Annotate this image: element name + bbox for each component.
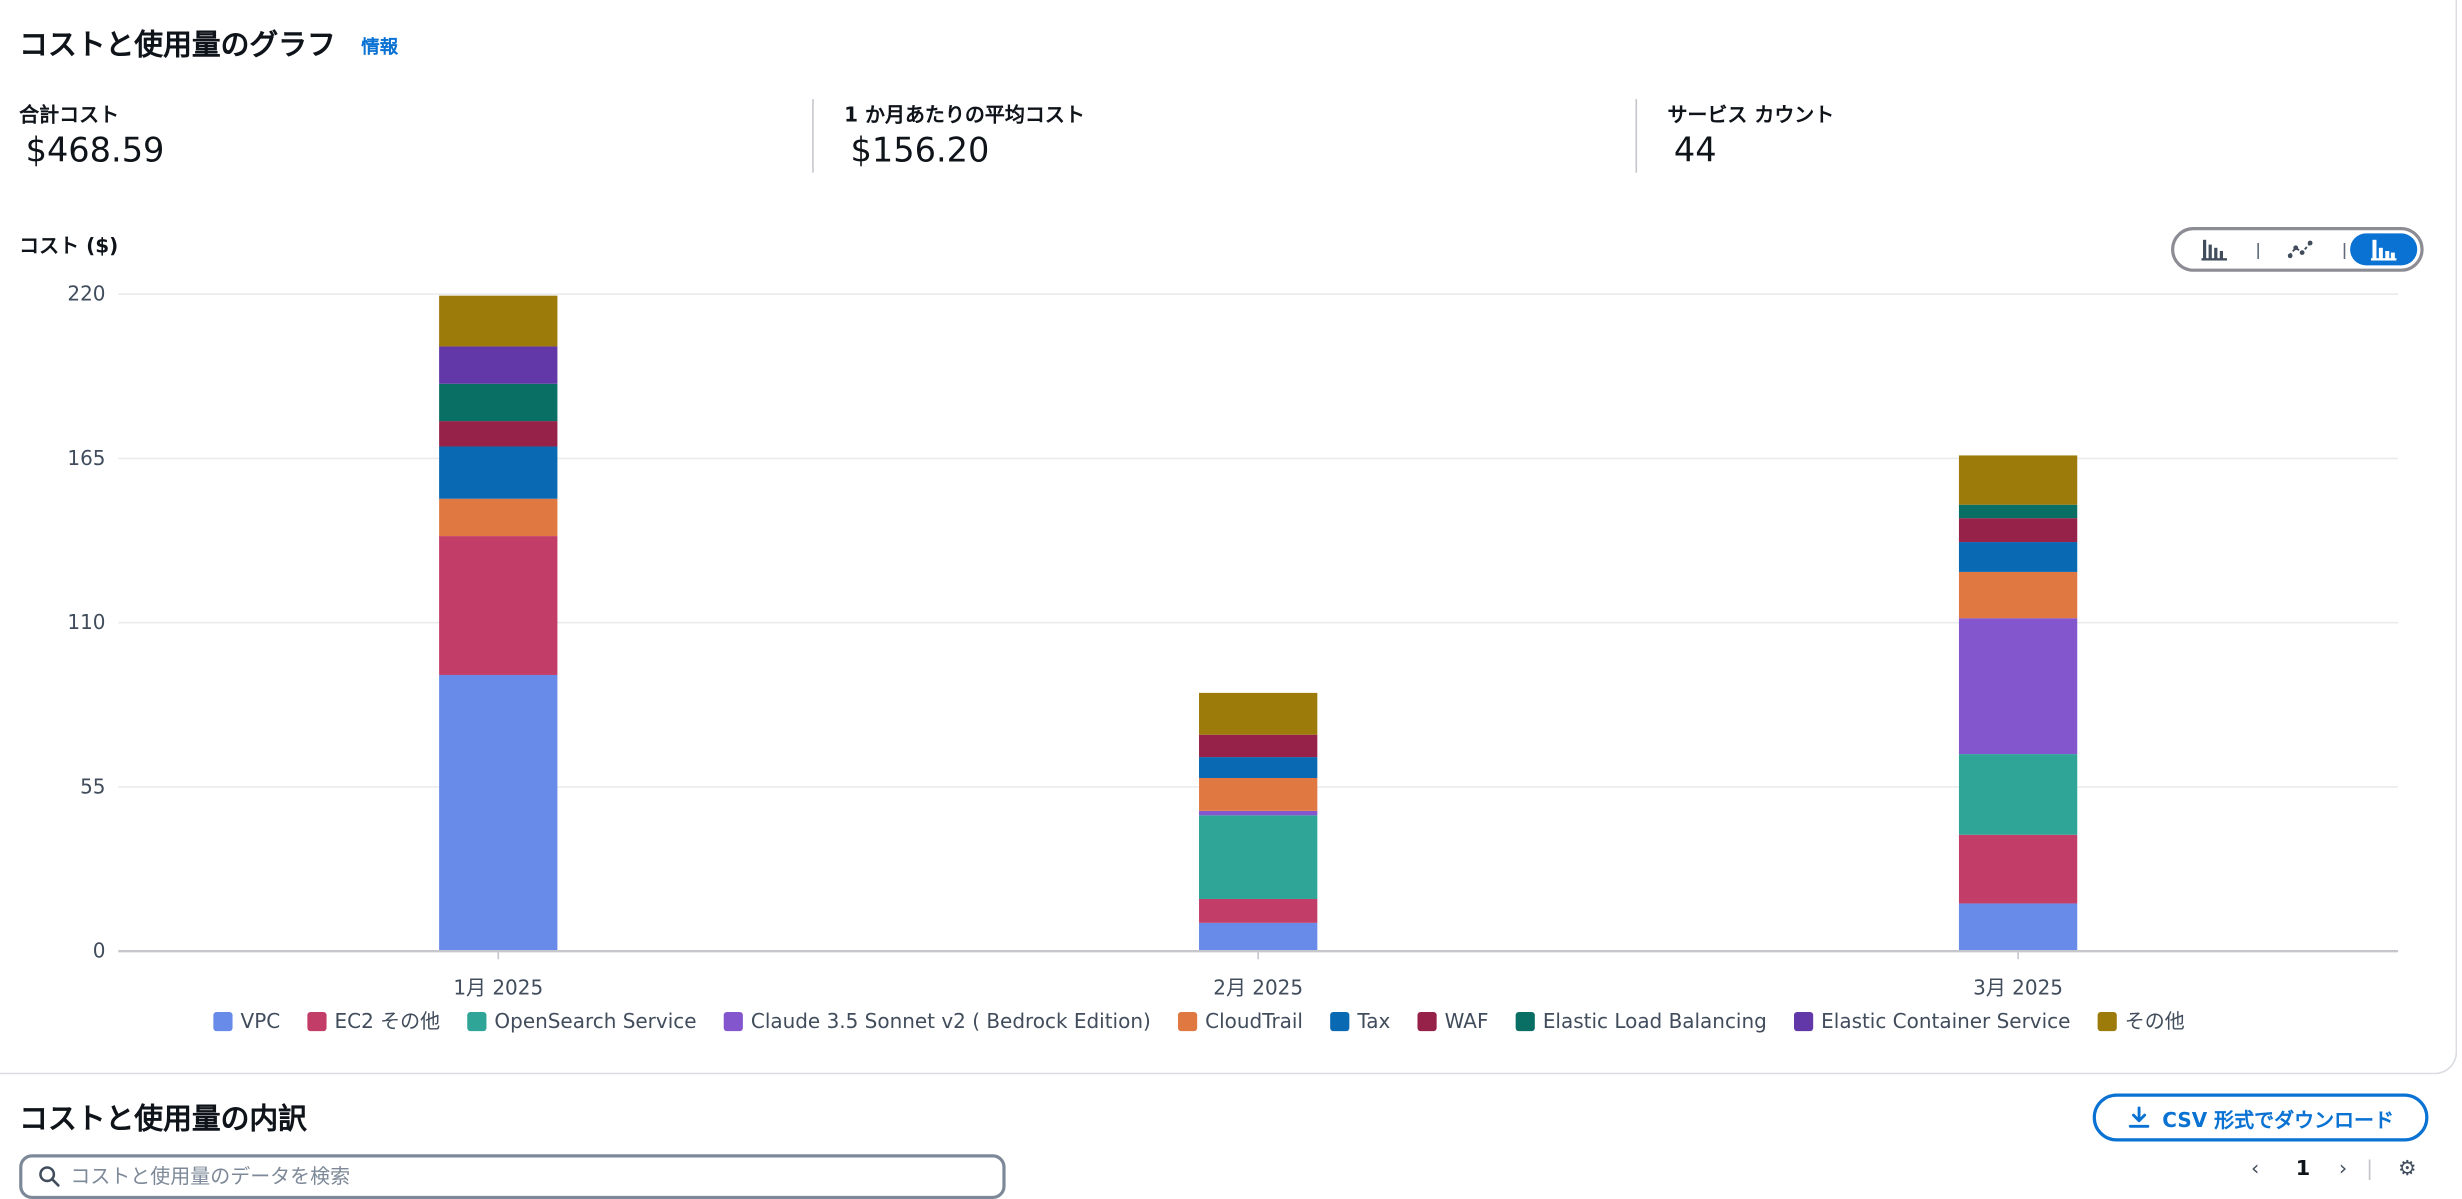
legend-swatch	[1177, 1011, 1198, 1032]
bar-segment[interactable]	[1199, 815, 1318, 899]
legend-label: OpenSearch Service	[494, 1009, 696, 1033]
bar-segment[interactable]	[439, 421, 558, 447]
legend-label: EC2 その他	[335, 1009, 441, 1033]
y-tick-label: 110	[67, 610, 105, 634]
legend-item[interactable]: CloudTrail	[1177, 1009, 1303, 1033]
legend-swatch	[1515, 1011, 1535, 1032]
stacked-bar-chart: 0 55 110 165 220 1月 2025 2月 2025 3月 2025 VPC EC2…	[67, 282, 2399, 1033]
metric-total-cost: 合計コスト $468.59	[19, 98, 165, 170]
bar-segment[interactable]	[1199, 757, 1318, 779]
bar-segment[interactable]	[1958, 518, 2078, 543]
bar-segment[interactable]	[1199, 922, 1318, 952]
y-tick-label: 55	[80, 774, 105, 798]
preferences-gear-icon[interactable]: ⚙	[2398, 1157, 2417, 1182]
search-box	[19, 1154, 1006, 1199]
y-tick-label: 220	[67, 282, 105, 306]
legend-item[interactable]: OpenSearch Service	[467, 1009, 697, 1033]
bar-segment[interactable]	[1958, 455, 2078, 505]
bar-segment[interactable]	[439, 446, 558, 499]
legend-label: その他	[2125, 1009, 2185, 1033]
metric-divider	[812, 99, 814, 173]
legend-swatch	[723, 1011, 743, 1032]
legend-item[interactable]: Claude 3.5 Sonnet v2 ( Bedrock Edition)	[723, 1009, 1151, 1033]
bar-segment[interactable]	[439, 674, 558, 952]
bar-segment[interactable]	[1958, 504, 2078, 519]
legend-item[interactable]: Elastic Container Service	[1794, 1009, 2070, 1033]
legend-swatch	[213, 1011, 233, 1032]
breakdown-title: コストと使用量の内訳	[19, 1103, 307, 1137]
y-tick-label: 165	[67, 446, 105, 470]
stacked-bar-chart-icon	[2370, 239, 2397, 261]
bar-segment[interactable]	[1958, 571, 2078, 619]
bar-segment[interactable]	[439, 498, 558, 537]
legend-item[interactable]: Elastic Load Balancing	[1515, 1009, 1767, 1033]
chart-type-toggle	[2171, 227, 2424, 272]
metric-label: 合計コスト	[19, 102, 120, 127]
metric-value: $468.59	[25, 131, 165, 170]
legend-label: Elastic Load Balancing	[1543, 1009, 1767, 1033]
bar-segment[interactable]	[1958, 834, 2078, 904]
legend-item[interactable]: WAF	[1417, 1009, 1488, 1033]
pagination-divider: |	[2366, 1157, 2374, 1182]
toggle-separator	[2257, 243, 2259, 259]
bar-segment[interactable]	[439, 295, 558, 347]
toggle-separator	[2343, 243, 2346, 259]
bar-chart-option[interactable]	[2181, 233, 2248, 265]
line-chart-option[interactable]	[2267, 233, 2334, 265]
legend-swatch	[2097, 1011, 2117, 1032]
bar-segment[interactable]	[1958, 618, 2078, 755]
legend-item[interactable]: EC2 その他	[307, 1009, 440, 1033]
bar-segment[interactable]	[439, 383, 558, 422]
metric-value: 44	[1673, 131, 1717, 170]
x-tick-label: 1月 2025	[453, 975, 543, 999]
x-tick-label: 2月 2025	[1213, 975, 1303, 999]
stacked-bar-chart-option[interactable]	[2350, 233, 2418, 266]
bar-chart-icon	[2201, 239, 2227, 261]
legend-label: Elastic Container Service	[1821, 1009, 2070, 1033]
pagination-prev-icon[interactable]: ‹	[2250, 1157, 2260, 1182]
download-icon	[2128, 1106, 2149, 1128]
legend-label: CloudTrail	[1205, 1009, 1303, 1033]
bar-segment[interactable]	[1958, 754, 2078, 835]
legend-swatch	[467, 1011, 487, 1032]
x-tick-label: 3月 2025	[1973, 975, 2063, 999]
bar-segment[interactable]	[1958, 542, 2078, 572]
metric-value: $156.20	[850, 131, 990, 170]
y-tick-label: 0	[93, 939, 106, 963]
line-chart-icon	[2287, 240, 2313, 259]
bar-segment[interactable]	[1958, 903, 2078, 952]
search-icon	[39, 1166, 60, 1187]
legend-label: Claude 3.5 Sonnet v2 ( Bedrock Edition)	[751, 1009, 1151, 1033]
legend-item[interactable]: Tax	[1330, 1009, 1390, 1033]
legend-swatch	[1417, 1011, 1437, 1032]
bar-segment[interactable]	[1199, 692, 1318, 735]
bar-segment[interactable]	[439, 536, 558, 675]
legend-label: VPC	[241, 1009, 281, 1033]
metric-average-monthly-cost: 1 か月あたりの平均コスト $156.20	[844, 98, 1085, 170]
metric-label: 1 か月あたりの平均コスト	[844, 102, 1085, 127]
pagination-page-number[interactable]: 1	[2295, 1157, 2311, 1182]
csv-download-label: CSV 形式でダウンロード	[2162, 1107, 2395, 1132]
page-title: コストと使用量のグラフ	[19, 28, 336, 63]
bar-segment[interactable]	[439, 346, 558, 384]
legend-label: WAF	[1445, 1009, 1489, 1033]
legend-label: Tax	[1356, 1009, 1390, 1033]
legend-item[interactable]: その他	[2097, 1009, 2185, 1033]
metric-divider	[1635, 99, 1638, 173]
bar-segment[interactable]	[1199, 810, 1318, 816]
legend-swatch	[1330, 1011, 1350, 1032]
y-axis-title: コスト ($)	[19, 233, 119, 258]
legend-swatch	[1794, 1011, 1814, 1032]
bar-segment[interactable]	[1199, 734, 1318, 758]
bar-segment[interactable]	[1199, 778, 1318, 811]
legend-swatch	[307, 1011, 327, 1032]
pagination-next-icon[interactable]: ›	[2338, 1157, 2348, 1182]
search-input[interactable]	[67, 1162, 969, 1190]
info-link[interactable]: 情報	[361, 35, 399, 58]
metric-service-count: サービス カウント 44	[1667, 98, 1835, 170]
metric-label: サービス カウント	[1667, 102, 1835, 127]
bar-segment[interactable]	[1199, 898, 1318, 923]
legend-item[interactable]: VPC	[213, 1009, 280, 1033]
csv-download-button[interactable]: CSV 形式でダウンロード	[2092, 1093, 2429, 1142]
